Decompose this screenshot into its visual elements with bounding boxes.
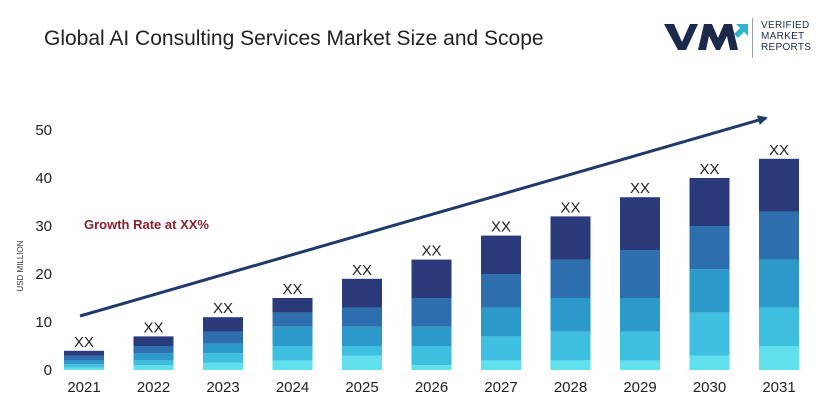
bar-segment-2025-5: [342, 278, 382, 308]
bar-segment-2021-2: [64, 364, 104, 368]
x-tick-label-2030: 2030: [693, 379, 726, 396]
bar-segment-2023-1: [203, 362, 243, 370]
bar-segment-2024-5: [272, 298, 313, 313]
growth-rate-annotation: Growth Rate at XX%: [84, 217, 209, 232]
bar-segment-2029-5: [620, 197, 660, 250]
data-label-2029: XX: [630, 180, 650, 197]
logo-line-2: MARKET: [761, 31, 805, 42]
x-tick-label-2021: 2021: [67, 379, 100, 396]
bar-segment-2021-1: [64, 367, 104, 370]
data-label-2030: XX: [699, 161, 719, 178]
x-tick-label-2026: 2026: [415, 379, 448, 396]
bar-segment-2030-4: [689, 226, 730, 270]
bar-segment-2028-4: [550, 259, 591, 298]
y-tick-label: 20: [35, 266, 52, 283]
bar-segment-2029-4: [620, 250, 660, 298]
bar-segment-2027-4: [481, 274, 521, 308]
logo-divider: [752, 18, 753, 58]
bar-segment-2024-2: [272, 346, 313, 361]
bar-segment-2022-1: [133, 365, 174, 370]
data-label-2021: XX: [74, 334, 94, 351]
bar-segment-2028-2: [550, 331, 591, 361]
bar-segment-2023-2: [203, 353, 243, 363]
bar-segment-2025-1: [342, 355, 382, 370]
bar-segment-2031-5: [759, 158, 799, 212]
bar-segment-2027-1: [481, 360, 521, 370]
bar-segment-2026-3: [411, 326, 452, 346]
x-tick-label-2028: 2028: [554, 379, 587, 396]
bar-segment-2024-3: [272, 326, 313, 346]
bar-segment-2026-1: [411, 365, 452, 370]
data-label-2023: XX: [213, 300, 233, 317]
bar-segment-2031-4: [759, 211, 799, 260]
bar-segment-2031-3: [759, 259, 799, 308]
bar-segment-2024-1: [272, 360, 313, 370]
bar-segment-2022-5: [133, 336, 174, 346]
logo-line-1: VERIFIED: [761, 20, 810, 31]
x-tick-label-2024: 2024: [276, 379, 309, 396]
bar-segment-2030-3: [689, 269, 730, 313]
bar-segment-2028-5: [550, 216, 591, 260]
bar-segment-2027-2: [481, 336, 521, 361]
x-tick-label-2031: 2031: [762, 379, 795, 396]
bar-segment-2026-2: [411, 346, 452, 366]
vmr-logo: VERIFIED MARKET REPORTS: [664, 18, 824, 62]
y-tick-label: 30: [35, 218, 52, 235]
bar-segment-2021-3: [64, 360, 104, 365]
data-label-2027: XX: [491, 219, 511, 236]
bar-segment-2023-3: [203, 343, 243, 354]
x-axis: 2021 2022 2023 2024 2025 2026 2027 2028 2029 2030…: [67, 379, 795, 396]
y-axis: 0 10 20 30 40 50: [35, 122, 52, 379]
bar-segment-2025-3: [342, 326, 382, 346]
bar-segment-2031-2: [759, 307, 799, 346]
bar-segment-2022-3: [133, 353, 174, 361]
bar-segment-2021-4: [64, 355, 104, 361]
y-tick-label: 50: [35, 122, 52, 139]
x-tick-label-2029: 2029: [623, 379, 656, 396]
bar-segment-2025-2: [342, 346, 382, 356]
x-tick-label-2027: 2027: [484, 379, 517, 396]
data-label-2025: XX: [352, 262, 372, 279]
trend-arrow: [79, 115, 768, 318]
bar-segment-2026-5: [411, 259, 452, 298]
bar-segment-2030-1: [689, 355, 730, 370]
bar-segment-2024-4: [272, 312, 313, 327]
vmr-logo-mark-icon: [664, 24, 748, 50]
bar-segment-2023-4: [203, 331, 243, 344]
y-tick-label: 10: [35, 314, 52, 331]
bar-segment-2028-3: [550, 298, 591, 332]
bars-group: XX XX XX XX XX XX XX XX XX XX XX: [64, 142, 799, 370]
x-tick-label-2023: 2023: [206, 379, 239, 396]
y-axis-label: USD MILLION: [16, 240, 25, 291]
bar-segment-2030-2: [689, 312, 730, 356]
page-title: Global AI Consulting Services Market Siz…: [44, 27, 544, 50]
bar-segment-2029-3: [620, 298, 660, 332]
bar-segment-2025-4: [342, 307, 382, 327]
bar-segment-2027-5: [481, 235, 521, 274]
data-label-2024: XX: [282, 281, 302, 298]
bar-segment-2026-4: [411, 298, 452, 327]
logo-text: VERIFIED MARKET REPORTS: [761, 20, 811, 53]
bar-segment-2022-2: [133, 360, 174, 366]
bar-segment-2021-5: [64, 350, 104, 356]
data-label-2028: XX: [560, 199, 580, 216]
y-tick-label: 40: [35, 170, 52, 187]
x-tick-label-2022: 2022: [137, 379, 170, 396]
data-label-2031: XX: [769, 142, 789, 159]
data-label-2026: XX: [421, 243, 441, 260]
logo-line-3: REPORTS: [761, 42, 812, 53]
data-label-2022: XX: [143, 319, 163, 336]
bar-segment-2028-1: [550, 360, 591, 370]
x-tick-label-2025: 2025: [345, 379, 378, 396]
bar-segment-2027-3: [481, 307, 521, 337]
bar-segment-2030-5: [689, 178, 730, 226]
bar-segment-2029-2: [620, 331, 660, 361]
y-tick-label: 0: [44, 362, 52, 379]
bar-segment-2022-4: [133, 346, 174, 354]
bar-segment-2031-1: [759, 346, 799, 370]
bar-segment-2029-1: [620, 360, 660, 370]
bar-segment-2023-5: [203, 317, 243, 332]
